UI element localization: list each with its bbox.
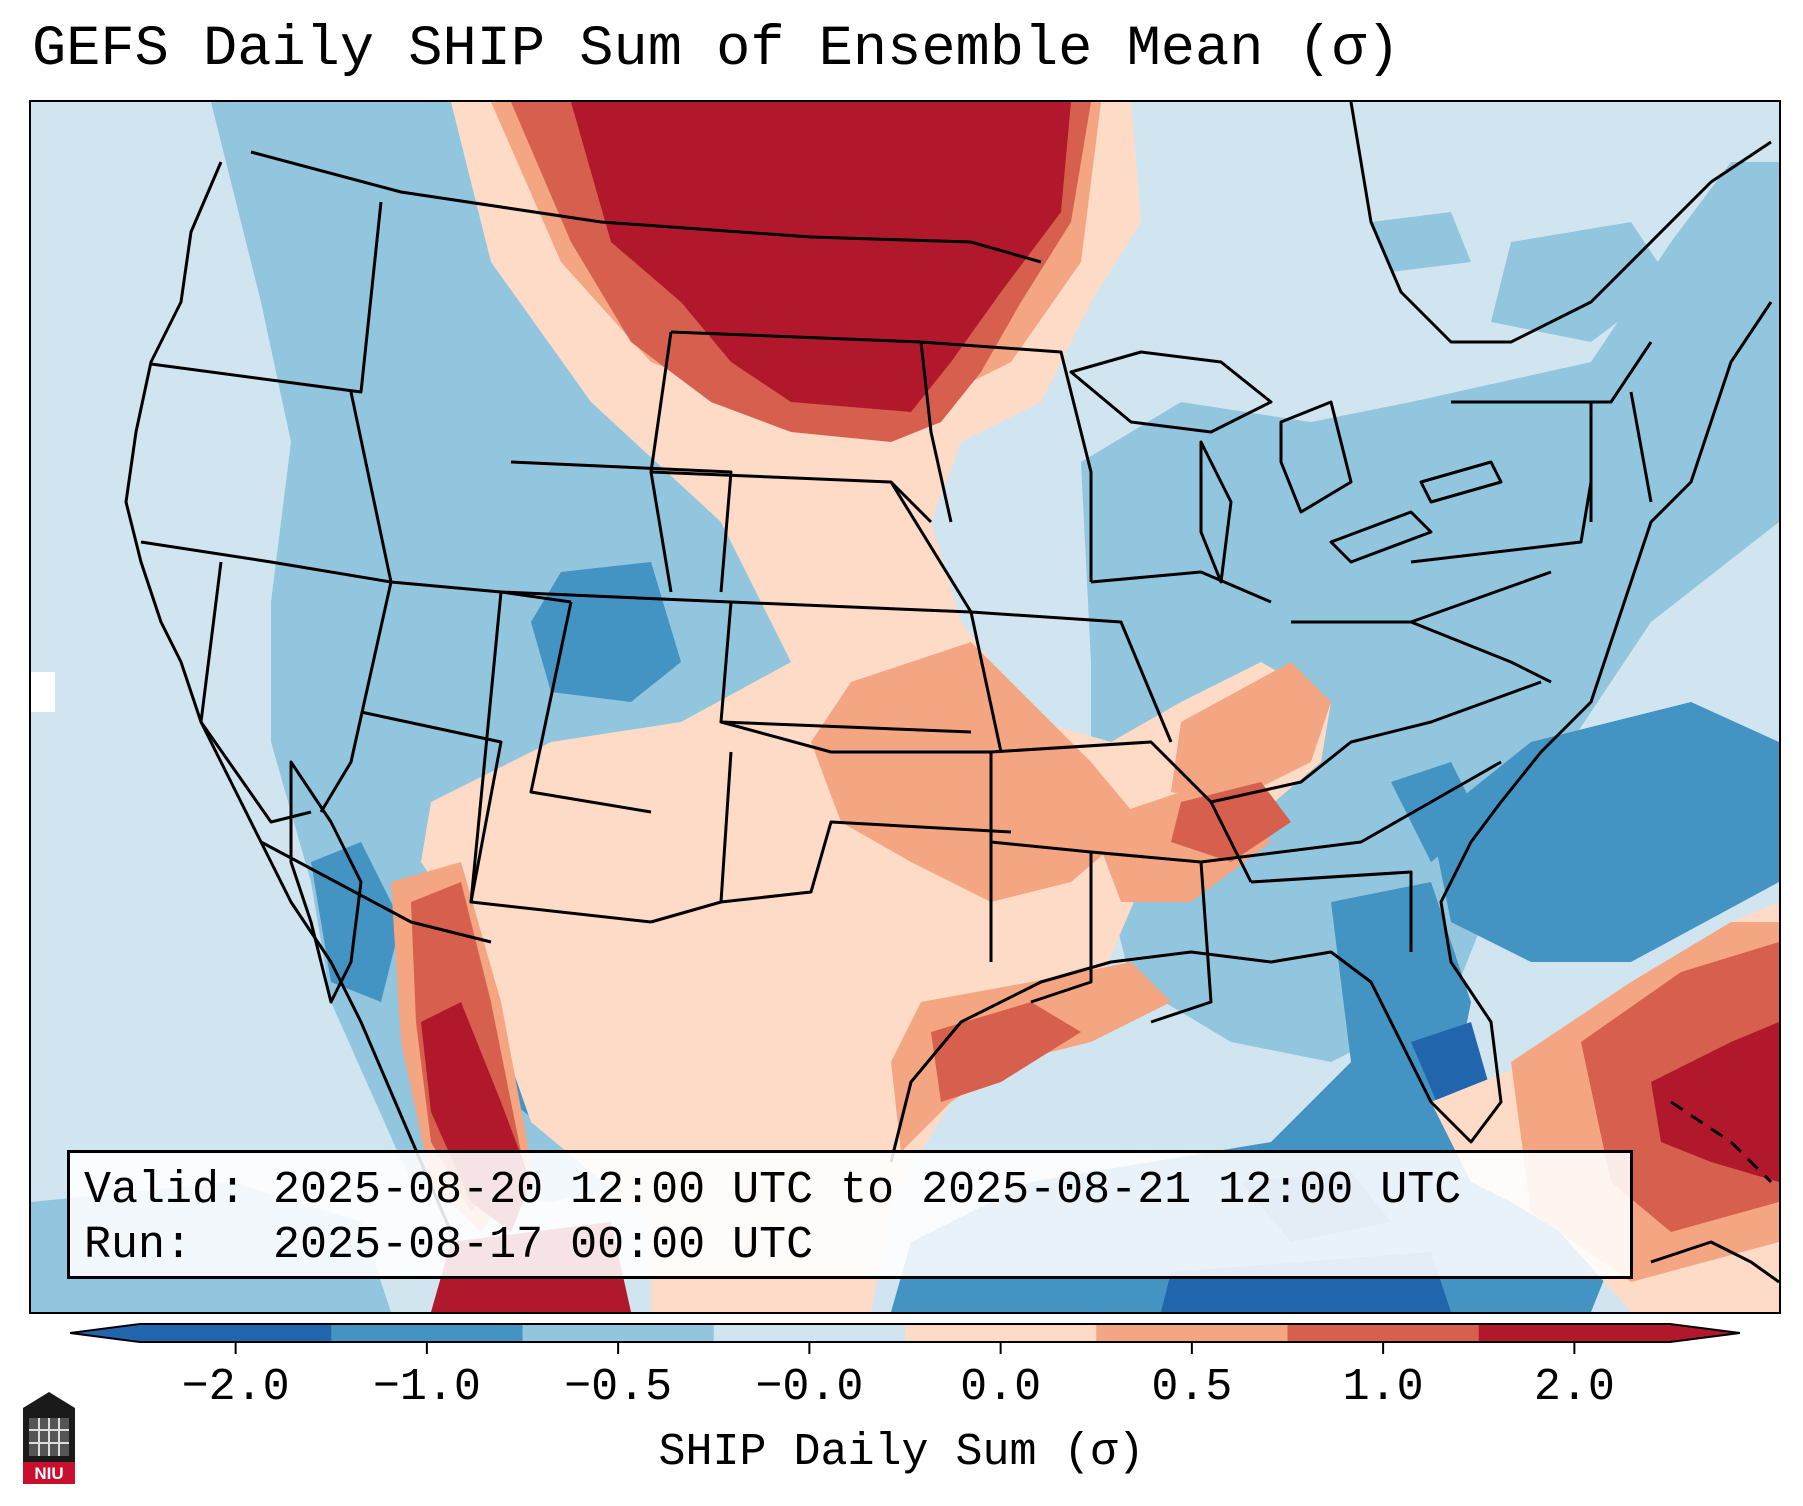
run-label: Run:: [84, 1220, 193, 1271]
us-canada-border: [250, 150, 1042, 264]
west-coastline: [124, 161, 453, 1233]
colorbar-segment: [1478, 1324, 1671, 1342]
no-data-patch: [31, 672, 55, 712]
colorbar-outline: [70, 1323, 1740, 1343]
east-gulf-coastline: [889, 301, 1773, 1163]
niu-logo: NIU: [23, 1392, 75, 1484]
lake-michigan: [1199, 440, 1233, 584]
colorbar-tick-label: 0.0: [960, 1362, 1042, 1413]
colorbar-tick-label: −1.0: [372, 1362, 481, 1413]
colorbar-extend-high: [1670, 1324, 1740, 1342]
colorbar-tick-label: −2.0: [181, 1362, 290, 1413]
colorbar-tick-label: 1.0: [1342, 1362, 1424, 1413]
colorbar-tick-label: −0.5: [564, 1362, 673, 1413]
colorbar-tick-label: 2.0: [1533, 1362, 1615, 1413]
boundaries: [124, 102, 1779, 1284]
colorbar-label: SHIP Daily Sum (σ): [658, 1427, 1145, 1478]
colorbar-tick-label: 0.5: [1151, 1362, 1233, 1413]
colorbar-segment: [1287, 1324, 1480, 1342]
colorbar-segment: [140, 1324, 332, 1342]
colorbar-extend-low: [70, 1324, 140, 1342]
lake-superior: [1069, 350, 1273, 434]
colorbar-segment: [713, 1324, 906, 1342]
run-value: 2025-08-17 00:00 UTC: [273, 1220, 814, 1271]
colorbar-ticks: [234, 1342, 1576, 1354]
colorbar-segment: [331, 1324, 523, 1342]
colorbar-segment: [905, 1324, 1097, 1342]
map-canvas: [31, 102, 1779, 1312]
lake-ontario: [1419, 460, 1503, 504]
colorbar-tick-label: −0.0: [755, 1362, 864, 1413]
lake-erie: [1329, 510, 1433, 564]
lake-huron: [1279, 400, 1353, 514]
colorbar: [70, 1323, 1740, 1354]
colorbar-segment: [522, 1324, 715, 1342]
colorbar-segments: [70, 1323, 1740, 1343]
chart-title: GEFS Daily SHIP Sum of Ensemble Mean (σ): [32, 18, 1401, 82]
logo-text: NIU: [34, 1464, 63, 1483]
valid-value: 2025-08-20 12:00 UTC to 2025-08-21 12:00…: [273, 1165, 1462, 1216]
baja-coastline: [289, 760, 363, 1004]
valid-label: Valid:: [84, 1165, 247, 1216]
map-panel: [29, 100, 1781, 1314]
colorbar-segment: [1096, 1324, 1288, 1342]
valid-run-info-box: Valid: 2025-08-20 12:00 UTC to 2025-08-2…: [67, 1150, 1633, 1279]
